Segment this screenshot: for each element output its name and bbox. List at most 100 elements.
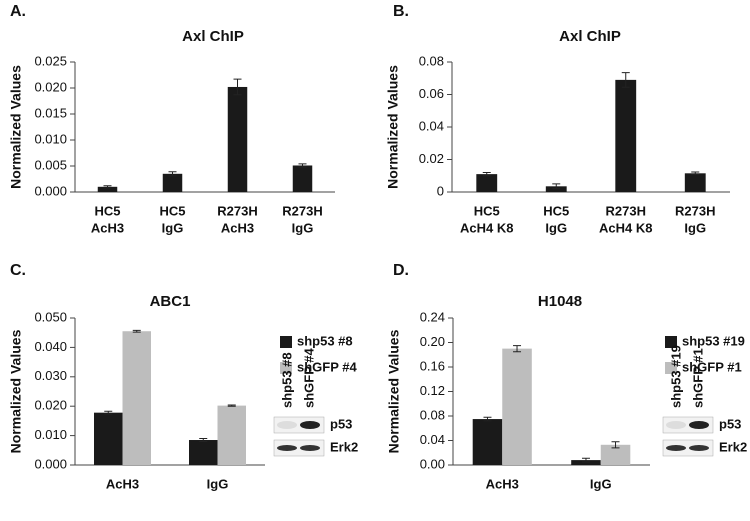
y-tick-label: 0.16	[420, 358, 445, 373]
chart-title: Axl ChIP	[182, 28, 244, 45]
chart-title: ABC1	[150, 293, 191, 310]
bar	[227, 86, 248, 192]
legend-label: shGFP #1	[682, 359, 742, 374]
x-tick-label: IgG	[545, 220, 567, 235]
blot-band	[277, 421, 297, 429]
y-tick-label: 0.000	[34, 183, 67, 198]
x-tick-label: HC5	[474, 203, 500, 218]
error-bar	[552, 183, 561, 190]
blot-lane-label: shp53 #8	[279, 352, 294, 408]
blot-lane-label: shGFP #1	[690, 348, 705, 408]
error-bar	[611, 441, 620, 449]
error-bar	[104, 410, 113, 415]
x-tick-label: HC5	[543, 203, 569, 218]
y-tick-label: 0.050	[34, 309, 67, 324]
blot-band-label: p53	[719, 416, 741, 431]
y-tick-label: 0.010	[34, 131, 67, 146]
legend-swatch	[665, 336, 677, 348]
chart-title: H1048	[538, 293, 582, 310]
x-tick-label: IgG	[590, 476, 612, 491]
y-tick-label: 0.04	[419, 118, 444, 133]
y-tick-label: 0.24	[420, 309, 445, 324]
y-tick-label: 0.010	[34, 427, 67, 442]
blot-band-label: Erk2	[330, 439, 358, 454]
y-tick-label: 0.08	[419, 53, 444, 68]
legend-swatch	[280, 362, 292, 374]
bar	[122, 331, 151, 465]
blot-strip	[662, 439, 714, 457]
y-tick-label: 0.000	[34, 456, 67, 471]
error-bar	[233, 78, 242, 96]
y-tick-label: 0.020	[34, 398, 67, 413]
bar	[684, 173, 706, 192]
error-bar	[132, 329, 141, 333]
panel-label: B.	[393, 3, 409, 20]
blot-band	[277, 445, 297, 451]
bar	[476, 174, 498, 192]
y-tick-label: 0.005	[34, 157, 67, 172]
blot-band	[666, 445, 686, 451]
bar	[97, 186, 118, 192]
y-tick-label: 0.015	[34, 105, 67, 120]
error-bar	[691, 171, 700, 176]
legend-swatch	[280, 336, 292, 348]
y-axis-label: Normalized Values	[8, 329, 24, 453]
blot-band	[689, 445, 709, 451]
bar	[189, 440, 218, 465]
panel-label: D.	[393, 262, 409, 279]
y-axis-label: Normalized Values	[385, 65, 401, 189]
x-tick-label: R273H	[217, 203, 257, 218]
blot-lane-label: shGFP #4	[301, 347, 316, 408]
x-tick-label: R273H	[282, 203, 322, 218]
y-tick-label: 0.020	[34, 79, 67, 94]
error-bar	[482, 172, 491, 177]
bar	[615, 79, 637, 192]
y-axis-label: Normalized Values	[8, 65, 24, 189]
legend-label: shGFP #4	[297, 359, 358, 374]
y-tick-label: 0.08	[420, 407, 445, 422]
error-bar	[103, 185, 112, 189]
bar	[600, 444, 631, 465]
x-tick-label: AcH3	[91, 220, 124, 235]
blot-lane-label: shp53 #19	[668, 345, 683, 408]
error-bar	[298, 163, 307, 168]
y-tick-label: 0.030	[34, 368, 67, 383]
error-bar	[227, 404, 236, 407]
x-tick-label: AcH4 K8	[599, 220, 652, 235]
bar	[162, 173, 183, 192]
y-tick-label: 0.02	[419, 151, 444, 166]
blot-strip	[273, 416, 325, 434]
blot-band	[300, 445, 320, 451]
x-tick-label: AcH3	[486, 476, 519, 491]
bar	[292, 165, 313, 192]
y-tick-label: 0.025	[34, 53, 67, 68]
x-tick-label: R273H	[675, 203, 715, 218]
bar	[94, 412, 123, 465]
error-bar	[483, 416, 492, 422]
bar	[472, 419, 503, 465]
blot-strip	[662, 416, 714, 434]
x-tick-label: IgG	[207, 476, 229, 491]
legend-swatch	[665, 362, 677, 374]
bar	[502, 348, 532, 465]
y-tick-label: 0.12	[420, 383, 445, 398]
blot-band-label: p53	[330, 416, 352, 431]
x-tick-label: AcH4 K8	[460, 220, 513, 235]
x-tick-label: IgG	[162, 220, 184, 235]
y-tick-label: 0.04	[420, 432, 445, 447]
x-tick-label: AcH3	[221, 220, 254, 235]
x-tick-label: HC5	[159, 203, 185, 218]
error-bar	[199, 438, 208, 442]
y-tick-label: 0.20	[420, 334, 445, 349]
error-bar	[581, 457, 590, 463]
legend-label: shp53 #19	[682, 333, 745, 348]
panel-label: C.	[10, 262, 26, 279]
x-tick-label: HC5	[94, 203, 120, 218]
blot-band	[666, 421, 686, 429]
blot-band-label: Erk2	[719, 439, 747, 454]
y-tick-label: 0.040	[34, 339, 67, 354]
y-tick-label: 0	[437, 183, 444, 198]
y-tick-label: 0.00	[420, 456, 445, 471]
x-tick-label: R273H	[606, 203, 646, 218]
